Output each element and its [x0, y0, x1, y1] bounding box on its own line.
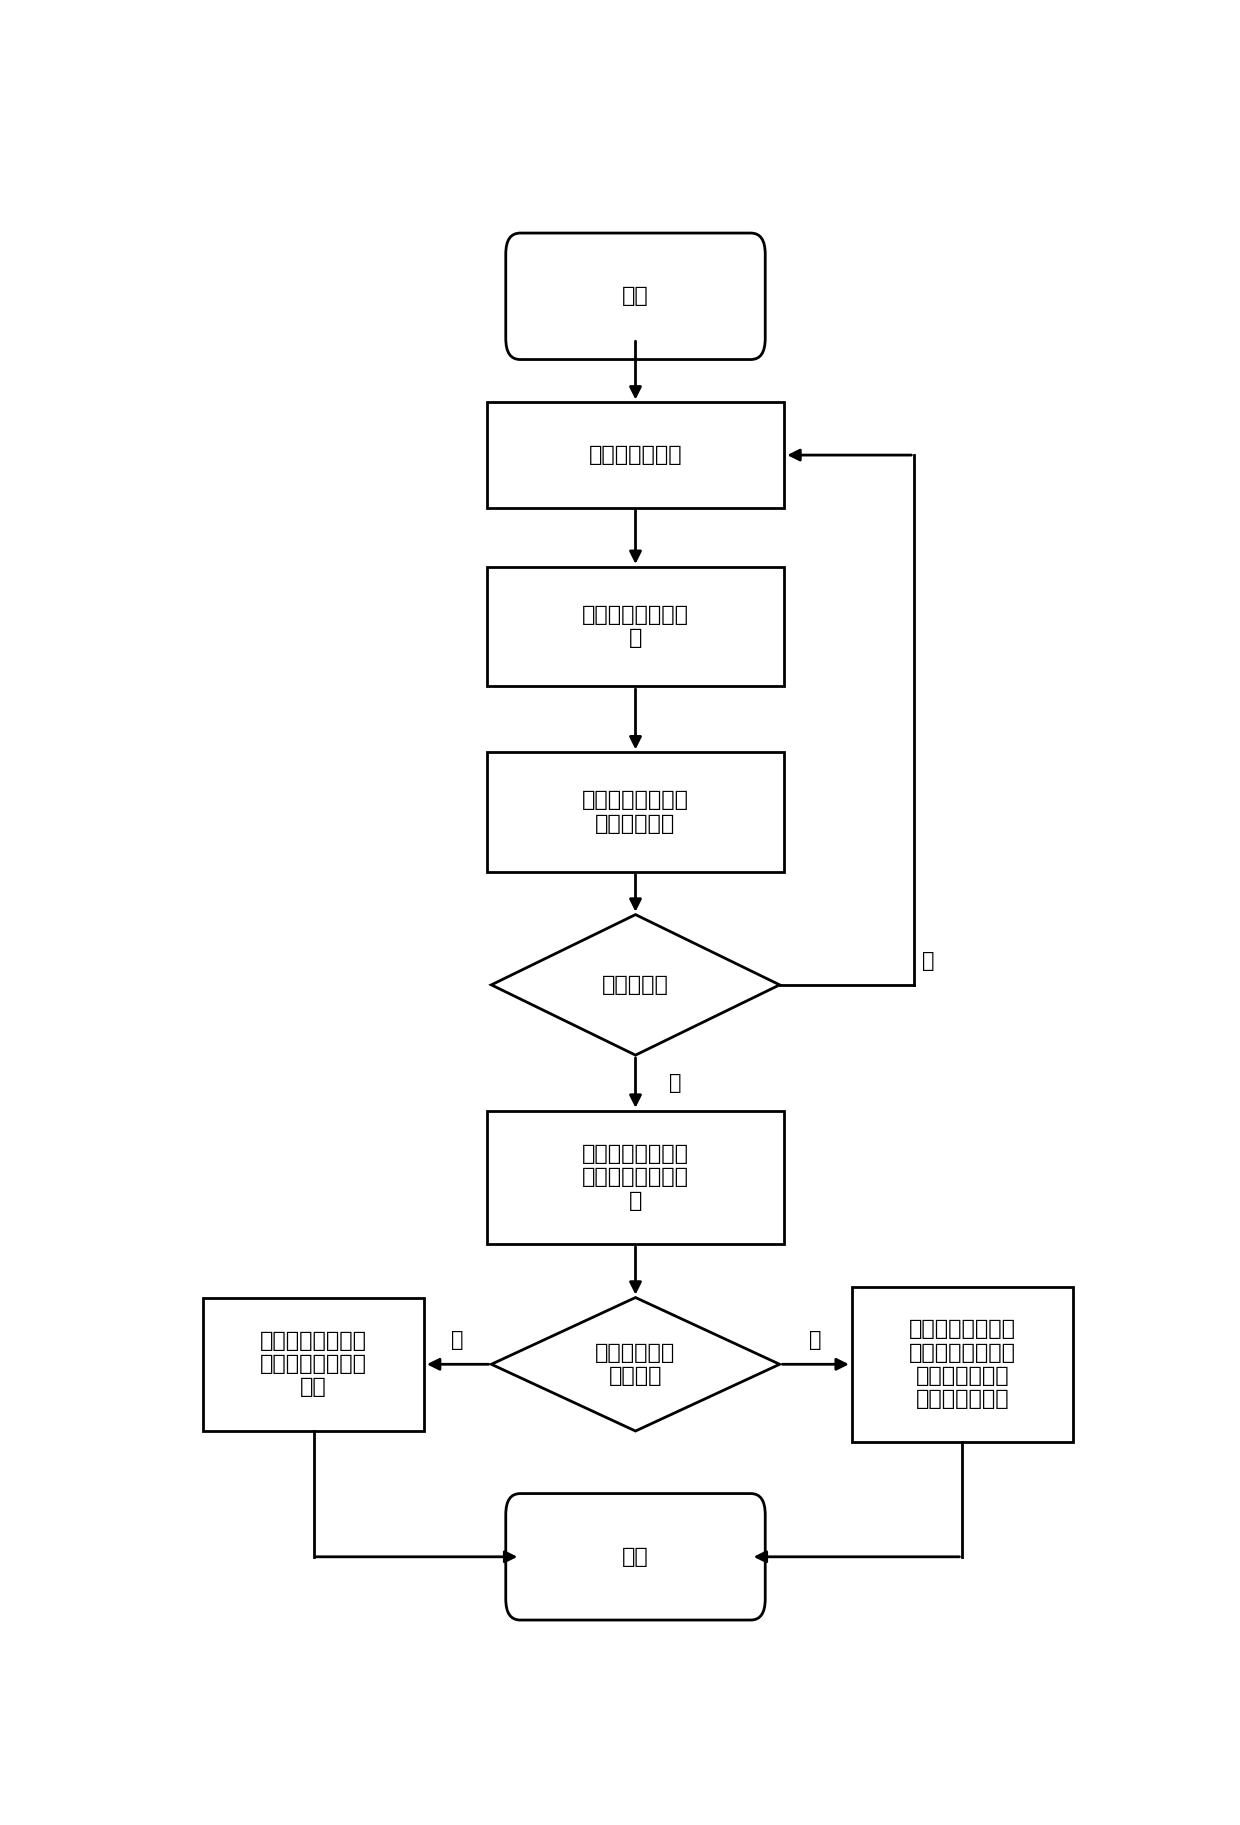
Text: 是否有故障: 是否有故障 — [603, 975, 668, 995]
Text: 传感器数据上传云
端: 传感器数据上传云 端 — [582, 604, 689, 648]
Bar — [486, 402, 785, 507]
Text: 将传感器数据输入
故障诊断模型: 将传感器数据输入 故障诊断模型 — [582, 790, 689, 834]
Text: 是: 是 — [451, 1330, 464, 1350]
FancyBboxPatch shape — [506, 1493, 765, 1621]
Bar — [852, 1287, 1073, 1442]
Text: 人工确认故障
是否存在: 人工确认故障 是否存在 — [595, 1343, 676, 1385]
Bar — [486, 568, 785, 686]
Bar — [486, 1111, 785, 1245]
Text: 否: 否 — [921, 951, 935, 971]
Text: 否: 否 — [810, 1330, 822, 1350]
Text: 传感器数据采集: 传感器数据采集 — [589, 445, 682, 465]
Bar — [486, 752, 785, 872]
Text: 恢复机器人运行，
记录误诊数据，加
入故障诊断数据
集，并优化模型: 恢复机器人运行， 记录误诊数据，加 入故障诊断数据 集，并优化模型 — [909, 1319, 1016, 1409]
Bar — [203, 1298, 424, 1431]
Polygon shape — [491, 1298, 780, 1431]
Text: 记录故障数据，并
将故障数据加入数
据集: 记录故障数据，并 将故障数据加入数 据集 — [260, 1330, 367, 1398]
FancyBboxPatch shape — [506, 234, 765, 360]
Text: 故障报警，机器人
停机，通知后台人
员: 故障报警，机器人 停机，通知后台人 员 — [582, 1144, 689, 1210]
Text: 结束: 结束 — [622, 1548, 649, 1568]
Text: 开始: 开始 — [622, 287, 649, 307]
Polygon shape — [491, 914, 780, 1055]
Text: 是: 是 — [670, 1073, 682, 1093]
